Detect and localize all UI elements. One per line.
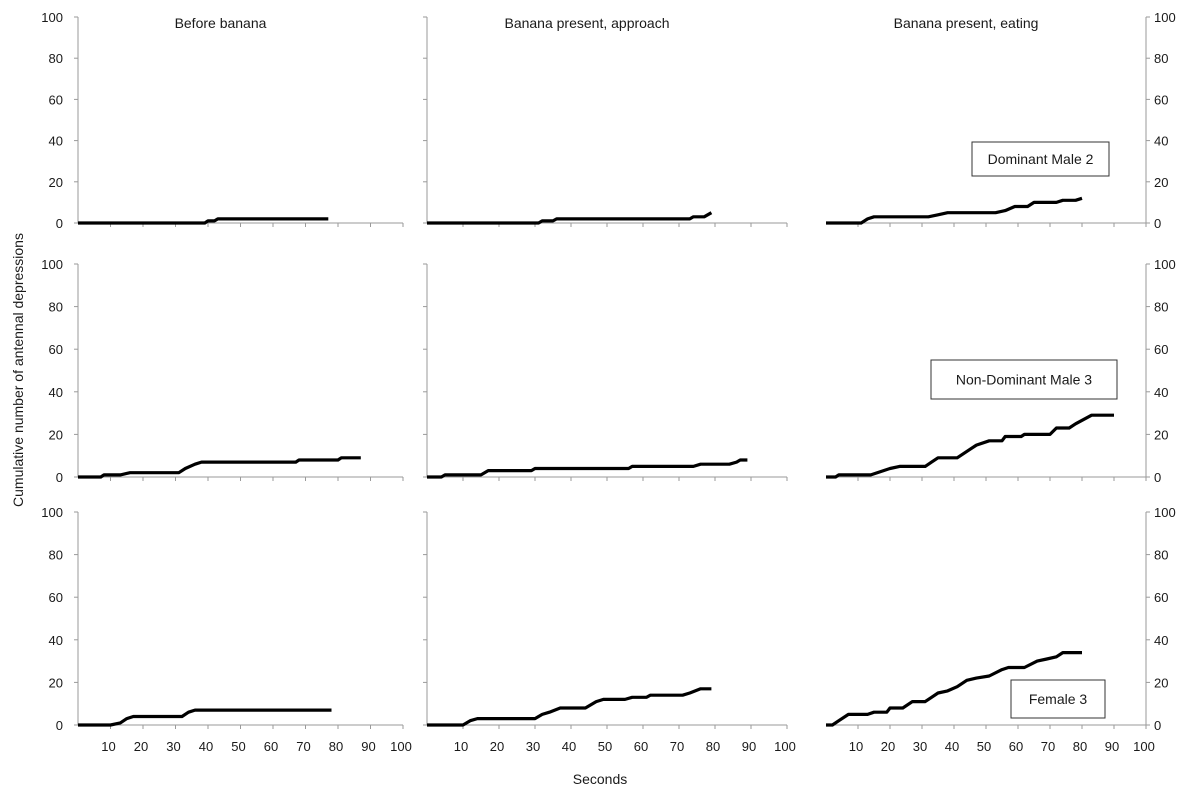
y-tick-label-r1c1-80: 80 (49, 51, 63, 66)
x-tick-label-r3c3-60: 60 (1009, 739, 1023, 754)
y-tick-label-r3c3-60: 60 (1154, 590, 1168, 605)
x-tick-label-r3c2-60: 60 (634, 739, 648, 754)
x-tick-label-r3c3-90: 90 (1105, 739, 1119, 754)
y-tick-label-r1c3-60: 60 (1154, 92, 1168, 107)
x-tick-label-r3c3-70: 70 (1041, 739, 1055, 754)
y-tick-label-r1c3-40: 40 (1154, 134, 1168, 149)
x-tick-label-r3c2-100: 100 (774, 739, 796, 754)
series-line-r3c3 (826, 651, 1082, 727)
y-tick-label-r2c3-20: 20 (1154, 427, 1168, 442)
series-line-r2c3 (826, 413, 1114, 479)
x-tick-label-r3c3-10: 10 (849, 739, 863, 754)
y-tick-label-r1c1-60: 60 (49, 92, 63, 107)
x-tick-label-r3c3-20: 20 (881, 739, 895, 754)
y-tick-label-r3c1-40: 40 (49, 633, 63, 648)
x-tick-label-r3c2-50: 50 (598, 739, 612, 754)
x-tick-label-r3c3-30: 30 (913, 739, 927, 754)
x-tick-label-r3c2-10: 10 (454, 739, 468, 754)
x-tick-label-r3c2-80: 80 (706, 739, 720, 754)
row-label-box-3 (1010, 679, 1106, 719)
row-label-3: Female 3 (1029, 691, 1088, 707)
y-tick-label-r2c1-80: 80 (49, 300, 63, 315)
row-label-box-2 (930, 359, 1118, 400)
y-tick-label-r3c3-20: 20 (1154, 675, 1168, 690)
panel-title-2: Banana present, approach (504, 15, 669, 31)
y-tick-label-r3c1-20: 20 (49, 675, 63, 690)
x-tick-label-r3c1-60: 60 (264, 739, 278, 754)
y-tick-label-r2c3-60: 60 (1154, 342, 1168, 357)
series-line-r1c1 (78, 217, 329, 225)
y-tick-label-r1c1-100: 100 (41, 10, 63, 25)
x-tick-label-r3c2-70: 70 (670, 739, 684, 754)
y-tick-label-r1c3-0: 0 (1154, 216, 1161, 231)
row-label-box-1 (971, 141, 1110, 177)
x-axis-label: Seconds (573, 771, 627, 787)
y-tick-label-r3c3-40: 40 (1154, 633, 1168, 648)
x-tick-label-r3c1-80: 80 (329, 739, 343, 754)
y-tick-label-r2c1-100: 100 (41, 257, 63, 272)
y-axis-label: Cumulative number of antennal depression… (10, 233, 26, 507)
y-tick-label-r1c3-20: 20 (1154, 175, 1168, 190)
x-tick-label-r3c1-70: 70 (296, 739, 310, 754)
x-tick-label-r3c2-40: 40 (562, 739, 576, 754)
y-tick-label-r3c3-100: 100 (1154, 505, 1176, 520)
y-tick-label-r2c1-60: 60 (49, 342, 63, 357)
series-line-r2c2 (427, 458, 748, 479)
row-label-1: Dominant Male 2 (988, 151, 1094, 167)
y-tick-label-r3c3-0: 0 (1154, 718, 1161, 733)
series-line-r1c2 (427, 211, 713, 225)
x-tick-label-r3c2-20: 20 (490, 739, 504, 754)
panel-title-1: Before banana (175, 15, 267, 31)
x-tick-label-r3c3-40: 40 (945, 739, 959, 754)
y-tick-label-r1c3-100: 100 (1154, 10, 1176, 25)
series-line-r1c3 (826, 196, 1083, 225)
x-tick-label-r3c1-30: 30 (166, 739, 180, 754)
y-tick-label-r3c1-60: 60 (49, 590, 63, 605)
y-tick-label-r1c3-80: 80 (1154, 51, 1168, 66)
series-line-r3c2 (427, 687, 712, 727)
x-tick-label-r3c1-90: 90 (361, 739, 375, 754)
y-tick-label-r2c1-0: 0 (56, 470, 63, 485)
y-tick-label-r1c1-0: 0 (56, 216, 63, 231)
row-label-2: Non-Dominant Male 3 (956, 372, 1092, 388)
y-tick-label-r3c3-80: 80 (1154, 548, 1168, 563)
panels-layer (74, 16, 1150, 729)
series-line-r3c1 (78, 708, 332, 727)
x-tick-label-r3c3-50: 50 (977, 739, 991, 754)
x-tick-label-r3c2-90: 90 (742, 739, 756, 754)
x-tick-label-r3c2-30: 30 (526, 739, 540, 754)
labels-layer: Before banana Banana present, approach Ban… (41, 10, 1175, 754)
y-tick-label-r3c1-100: 100 (41, 505, 63, 520)
y-tick-label-r2c3-40: 40 (1154, 385, 1168, 400)
x-tick-label-r3c1-10: 10 (101, 739, 115, 754)
y-tick-label-r2c3-80: 80 (1154, 300, 1168, 315)
y-tick-label-r2c3-0: 0 (1154, 470, 1161, 485)
x-tick-label-r3c3-100: 100 (1133, 739, 1155, 754)
x-tick-label-r3c1-20: 20 (134, 739, 148, 754)
series-line-r2c1 (78, 456, 361, 479)
x-tick-label-r3c1-50: 50 (231, 739, 245, 754)
y-tick-label-r1c1-40: 40 (49, 134, 63, 149)
panel-title-3: Banana present, eating (894, 15, 1039, 31)
y-tick-label-r3c1-80: 80 (49, 548, 63, 563)
x-tick-label-r3c1-40: 40 (199, 739, 213, 754)
y-tick-label-r2c1-20: 20 (49, 427, 63, 442)
x-tick-label-r3c3-80: 80 (1073, 739, 1087, 754)
y-tick-label-r2c1-40: 40 (49, 385, 63, 400)
y-tick-label-r3c1-0: 0 (56, 718, 63, 733)
x-tick-label-r3c1-100: 100 (390, 739, 412, 754)
y-tick-label-r2c3-100: 100 (1154, 257, 1176, 272)
y-tick-label-r1c1-20: 20 (49, 175, 63, 190)
